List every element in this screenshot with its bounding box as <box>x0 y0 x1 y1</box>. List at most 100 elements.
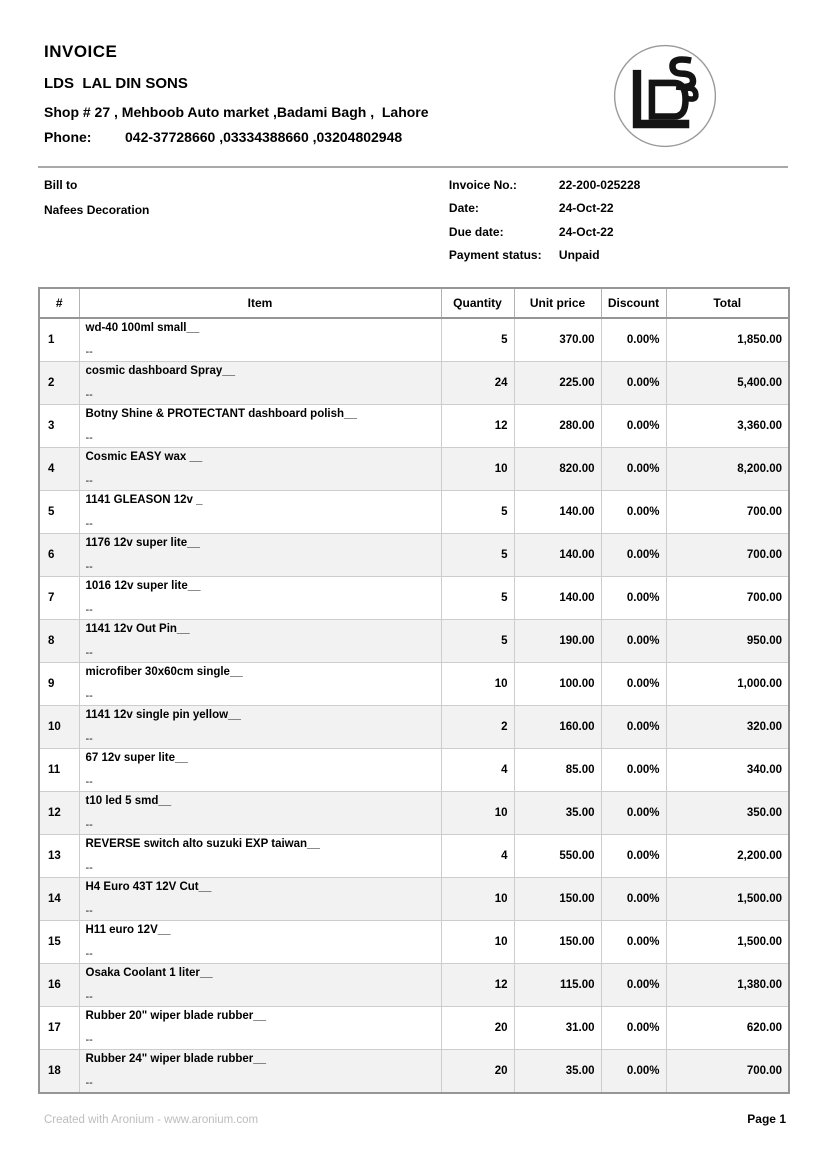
row-item: H4 Euro 43T 12V Cut__ -- <box>78 876 442 921</box>
row-item: wd-40 100ml small__ -- <box>78 317 442 362</box>
col-header-discount: Discount <box>600 287 667 319</box>
row-total: 1,500.00 <box>665 919 790 964</box>
item-name: H11 euro 12V__ <box>85 923 171 936</box>
item-description: -- <box>85 517 93 530</box>
row-number: 8 <box>38 618 80 663</box>
row-total: 700.00 <box>665 575 790 620</box>
row-quantity: 2 <box>440 704 515 749</box>
table-row: 2 cosmic dashboard Spray__ -- 24 225.00 … <box>38 360 790 405</box>
row-item: Osaka Coolant 1 liter__ -- <box>78 962 442 1007</box>
table-row: 18 Rubber 24" wiper blade rubber__ -- 20… <box>38 1048 790 1094</box>
invoice-items-table: # Item Quantity Unit price Discount Tota… <box>38 286 790 1094</box>
invoice-number-label: Invoice No.: <box>448 178 517 192</box>
item-description: -- <box>85 345 93 358</box>
row-number: 2 <box>38 360 80 405</box>
row-item: Rubber 24" wiper blade rubber__ -- <box>78 1048 442 1094</box>
row-discount: 0.00% <box>600 919 667 964</box>
row-unit-price: 31.00 <box>513 1005 602 1050</box>
row-number: 12 <box>38 790 80 835</box>
table-row: 17 Rubber 20" wiper blade rubber__ -- 20… <box>38 1005 790 1050</box>
row-total: 3,360.00 <box>665 403 790 448</box>
payment-status-label: Payment status: <box>448 248 542 263</box>
row-discount: 0.00% <box>600 833 667 878</box>
company-address: Shop # 27 , Mehboob Auto market ,Badami … <box>44 104 429 120</box>
customer-name: Nafees Decoration <box>44 203 150 217</box>
row-quantity: 10 <box>440 919 515 964</box>
invoice-table-header: # Item Quantity Unit price Discount Tota… <box>38 287 790 319</box>
table-row: 16 Osaka Coolant 1 liter__ -- 12 115.00 … <box>38 962 790 1007</box>
row-total: 1,500.00 <box>665 876 790 921</box>
row-unit-price: 85.00 <box>513 747 602 792</box>
phone-row: Phone: 042-37728660 ,03334388660 ,032048… <box>44 129 788 145</box>
row-number: 5 <box>38 489 80 534</box>
row-unit-price: 225.00 <box>513 360 602 405</box>
row-item: REVERSE switch alto suzuki EXP taiwan__ … <box>78 833 442 878</box>
row-total: 1,380.00 <box>665 962 790 1007</box>
item-name: Rubber 20" wiper blade rubber__ <box>85 1009 267 1022</box>
table-row: 9 microfiber 30x60cm single__ -- 10 100.… <box>38 661 790 706</box>
item-description: -- <box>85 947 93 960</box>
row-total: 700.00 <box>665 532 790 577</box>
item-description: -- <box>85 732 93 745</box>
row-total: 340.00 <box>665 747 790 792</box>
row-number: 9 <box>38 661 80 706</box>
company-logo <box>609 40 721 152</box>
row-total: 5,400.00 <box>665 360 790 405</box>
row-number: 15 <box>38 919 80 964</box>
row-unit-price: 370.00 <box>513 317 602 362</box>
row-discount: 0.00% <box>600 1005 667 1050</box>
item-name: 1141 12v Out Pin__ <box>85 622 190 635</box>
invoice-date-label: Date: <box>448 201 479 216</box>
table-row: 8 1141 12v Out Pin__ -- 5 190.00 0.00% 9… <box>38 618 790 663</box>
row-number: 18 <box>38 1048 80 1094</box>
table-row: 3 Botny Shine & PROTECTANT dashboard pol… <box>38 403 790 448</box>
row-discount: 0.00% <box>600 962 667 1007</box>
item-name: 67 12v super lite__ <box>85 751 188 764</box>
table-row: 13 REVERSE switch alto suzuki EXP taiwan… <box>38 833 790 878</box>
payment-status-row: Payment status: Unpaid <box>449 248 788 262</box>
row-number: 10 <box>38 704 80 749</box>
row-quantity: 10 <box>440 790 515 835</box>
table-row: 4 Cosmic EASY wax __ -- 10 820.00 0.00% … <box>38 446 790 491</box>
due-date-label: Due date: <box>448 224 504 239</box>
row-quantity: 10 <box>440 446 515 491</box>
row-discount: 0.00% <box>600 1048 667 1094</box>
row-number: 14 <box>38 876 80 921</box>
row-unit-price: 35.00 <box>513 1048 602 1094</box>
row-discount: 0.00% <box>600 661 667 706</box>
item-name: Osaka Coolant 1 liter__ <box>85 966 213 979</box>
row-item: H11 euro 12V__ -- <box>78 919 442 964</box>
row-quantity: 5 <box>440 489 515 534</box>
bill-to-block: Bill to Nafees Decoration <box>44 178 449 272</box>
item-name: 1141 GLEASON 12v _ <box>85 493 203 506</box>
item-name: microfiber 30x60cm single__ <box>85 665 243 678</box>
row-quantity: 5 <box>440 532 515 577</box>
table-row: 6 1176 12v super lite__ -- 5 140.00 0.00… <box>38 532 790 577</box>
phone-label: Phone: <box>44 129 92 145</box>
item-name: cosmic dashboard Spray__ <box>85 364 236 377</box>
row-unit-price: 280.00 <box>513 403 602 448</box>
item-name: Botny Shine & PROTECTANT dashboard polis… <box>85 407 357 420</box>
col-header-item: Item <box>78 287 442 319</box>
row-number: 3 <box>38 403 80 448</box>
table-row: 12 t10 led 5 smd__ -- 10 35.00 0.00% 350… <box>38 790 790 835</box>
row-quantity: 10 <box>440 876 515 921</box>
row-item: microfiber 30x60cm single__ -- <box>78 661 442 706</box>
bill-to-label: Bill to <box>44 178 78 192</box>
table-row: 5 1141 GLEASON 12v _ -- 5 140.00 0.00% 7… <box>38 489 790 534</box>
header-divider <box>38 166 788 168</box>
item-name: Rubber 24" wiper blade rubber__ <box>85 1052 267 1065</box>
row-number: 4 <box>38 446 80 491</box>
row-discount: 0.00% <box>600 446 667 491</box>
row-unit-price: 115.00 <box>513 962 602 1007</box>
invoice-date-row: Date: 24-Oct-22 <box>449 201 788 215</box>
row-unit-price: 140.00 <box>513 489 602 534</box>
row-item: Botny Shine & PROTECTANT dashboard polis… <box>78 403 442 448</box>
item-name: wd-40 100ml small__ <box>85 321 200 334</box>
row-unit-price: 35.00 <box>513 790 602 835</box>
invoice-number-value: 22-200-025228 <box>558 178 641 192</box>
row-quantity: 24 <box>440 360 515 405</box>
row-number: 11 <box>38 747 80 792</box>
page-number: Page 1 <box>747 1112 786 1126</box>
